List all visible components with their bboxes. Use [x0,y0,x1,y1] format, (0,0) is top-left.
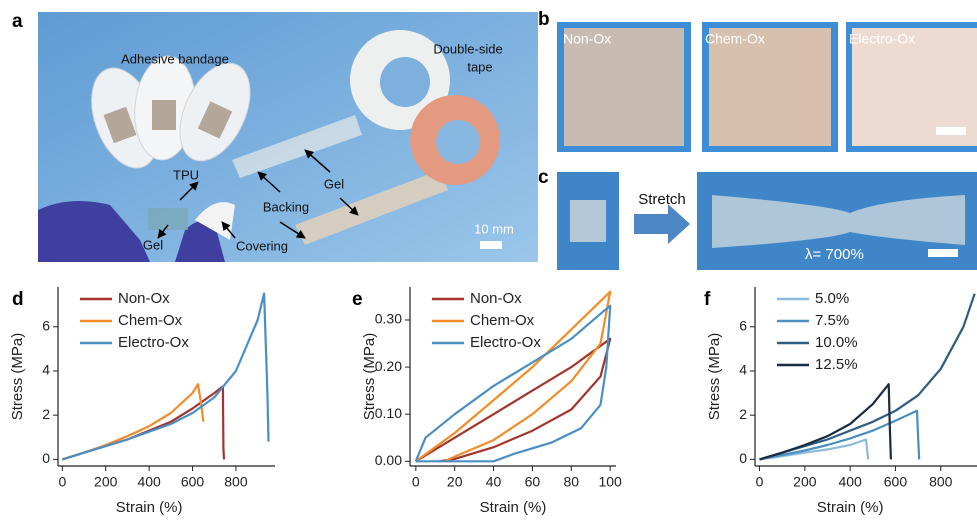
scale-label: 10 mm [474,221,514,236]
x-tick-label: 200 [94,474,118,490]
series-line [62,384,203,459]
series-line [416,339,610,462]
x-tick-label: 0 [756,474,764,490]
photo-label: Backing [263,199,309,214]
x-axis-label: Strain (%) [480,499,547,516]
legend-label: 7.5% [815,312,849,329]
panel-label: b [538,9,550,30]
legend-label: 5.0% [815,290,849,307]
panel-label: f [704,289,711,310]
x-axis-label: Strain (%) [116,499,183,516]
photo-label: TPU [173,167,199,182]
photo-label: Adhesive bandage [121,51,229,66]
panel-label: c [538,167,549,188]
y-tick-label: 4 [739,362,747,378]
y-tick-label: 6 [42,317,50,333]
y-tick-label: 0 [739,450,747,466]
x-tick-label: 400 [838,474,862,490]
y-tick-label: 0.20 [375,358,402,374]
photo-a: Adhesive bandage Double-side tape TPU Ge… [38,12,538,262]
x-tick-label: 200 [793,474,817,490]
panel-label: a [12,11,23,32]
y-tick-label: 4 [42,362,50,378]
photo-label: Non-Ox [563,31,611,47]
photo-label: λ= 700% [805,246,864,263]
photo-label: Double-side [433,41,502,56]
x-axis-label: Strain (%) [817,499,884,516]
y-tick-label: 6 [739,317,747,333]
y-tick-label: 0 [42,450,50,466]
y-axis-label: Stress (MPa) [9,333,26,421]
y-tick-label: 0.30 [375,311,402,327]
photo-b: Non-Ox Chem-Ox Electro-Ox [557,22,977,152]
figure: a b c d e f Adhesive bandage Double-side… [0,0,977,520]
y-axis-label: Stress (MPa) [361,333,378,421]
photo-label: Covering [236,238,288,253]
y-tick-label: 2 [42,406,50,422]
arrow-label: Stretch [638,191,686,208]
y-axis-label: Stress (MPa) [706,333,723,421]
x-tick-label: 600 [884,474,908,490]
x-tick-label: 80 [564,474,580,490]
x-tick-label: 800 [224,474,248,490]
panel-label: e [352,289,363,310]
x-tick-label: 20 [447,474,463,490]
legend-label: 10.0% [815,334,858,351]
legend-label: Electro-Ox [470,334,541,351]
legend-label: Chem-Ox [118,312,183,329]
photo-label: Gel [143,237,163,252]
x-tick-label: 0 [58,474,66,490]
x-tick-label: 40 [486,474,502,490]
x-tick-label: 100 [598,474,622,490]
photo-label: Chem-Ox [705,31,765,47]
x-tick-label: 600 [181,474,205,490]
x-tick-label: 400 [137,474,161,490]
photo-label: Gel [324,176,344,191]
photo-label: tape [467,59,492,74]
series-line [760,294,975,460]
legend-label: 12.5% [815,356,858,373]
y-tick-label: 0.00 [375,452,402,468]
panel-label: d [12,289,24,310]
y-tick-label: 0.10 [375,405,402,421]
photo-label: Electro-Ox [849,31,915,47]
photo-c: Stretch λ= 700% [557,172,977,270]
y-tick-label: 2 [739,406,747,422]
legend-label: Non-Ox [470,290,522,307]
x-tick-label: 60 [525,474,541,490]
x-tick-label: 800 [929,474,953,490]
legend-label: Electro-Ox [118,334,189,351]
legend-label: Non-Ox [118,290,170,307]
legend-label: Chem-Ox [470,312,535,329]
x-tick-label: 0 [412,474,420,490]
